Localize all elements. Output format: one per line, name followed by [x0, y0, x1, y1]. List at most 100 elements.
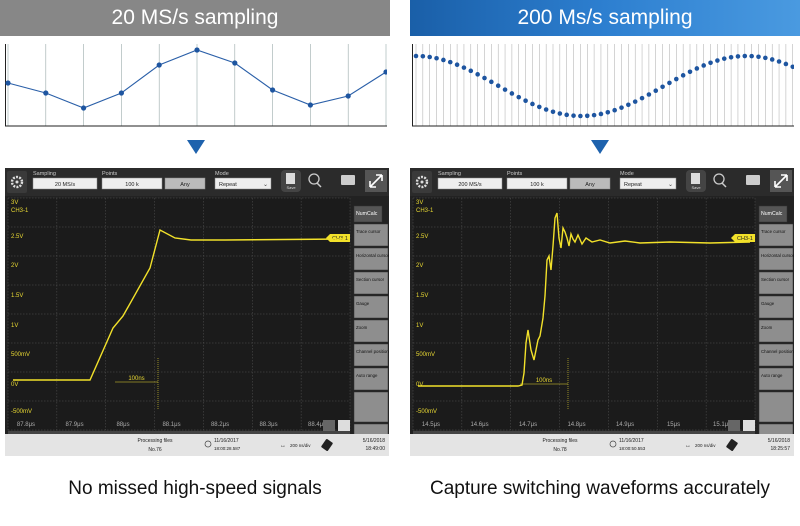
- channel-marker[interactable]: CH3-1: [326, 234, 350, 242]
- menu-button[interactable]: Trace cursor: [758, 223, 794, 247]
- record-date: 11/16/2017: [619, 438, 644, 444]
- menu-button[interactable]: NumCalc: [758, 205, 788, 223]
- sample-point: [598, 111, 604, 117]
- scrollbar[interactable]: [8, 431, 350, 434]
- channel-marker-label: CH3-1: [737, 236, 753, 242]
- menu-button[interactable]: Channel position adjustment: [353, 343, 389, 367]
- sample-point: [632, 99, 638, 104]
- menu-button[interactable]: Gauge: [353, 295, 389, 319]
- points-field[interactable]: [101, 177, 163, 190]
- sample-point: [475, 72, 480, 77]
- any-button[interactable]: [164, 177, 206, 190]
- sample-point: [5, 80, 11, 86]
- mode-select[interactable]: [214, 177, 272, 190]
- channel-label: CH3-1: [11, 208, 29, 214]
- cursor-tool-icon[interactable]: [323, 420, 335, 432]
- folder-button[interactable]: [341, 175, 355, 185]
- menu-button[interactable]: Zoom: [353, 319, 389, 343]
- mode-select[interactable]: [619, 177, 677, 190]
- sample-point: [530, 101, 535, 107]
- sample-point: [118, 90, 124, 96]
- menu-button[interactable]: Section cursor: [353, 271, 389, 295]
- sampling-field[interactable]: [32, 177, 98, 190]
- mode-value: Repeat: [219, 182, 237, 188]
- waveform-trace: [13, 228, 346, 381]
- x-tick-label: 15μs: [667, 422, 680, 428]
- expand-icon: [369, 174, 383, 188]
- expand-button[interactable]: [770, 170, 792, 192]
- sampling-field[interactable]: [437, 177, 503, 190]
- points-label: Points: [102, 171, 118, 177]
- cursor-tool-icon[interactable]: [728, 420, 740, 432]
- sample-point: [307, 102, 313, 108]
- gear-icon[interactable]: [412, 171, 432, 193]
- sample-point: [756, 54, 761, 60]
- x-tick-label: 88.4μs: [308, 422, 326, 428]
- menu-label: Section cursor: [761, 277, 790, 282]
- scrollbar[interactable]: [413, 431, 755, 434]
- menu-button[interactable]: Section cursor: [758, 271, 794, 295]
- sample-point: [653, 88, 659, 93]
- channel-marker[interactable]: CH3-1: [731, 234, 755, 242]
- search-button[interactable]: [713, 173, 727, 188]
- gear-icon[interactable]: [7, 171, 27, 193]
- x-tick-label: 88.2μs: [211, 422, 229, 428]
- expand-button[interactable]: [365, 170, 387, 192]
- sample-point: [232, 60, 238, 66]
- menu-button[interactable]: Trace cursor: [353, 223, 389, 247]
- menu-button[interactable]: Zoom: [758, 319, 794, 343]
- sample-point: [156, 62, 162, 68]
- panel-200ms: 200 Ms/s sampling: [410, 0, 800, 36]
- save-icon: [691, 173, 700, 184]
- oscilloscope-screen-200ms: Sampling 200 MS/s Points 100 k Any Mode Repeat…: [410, 168, 794, 456]
- sample-point: [694, 66, 700, 71]
- menu-label: Gauge: [761, 301, 775, 306]
- y-tick-label: 0V: [416, 382, 423, 388]
- any-button[interactable]: [569, 177, 611, 190]
- menu-button[interactable]: Channel position adjustment: [758, 343, 794, 367]
- down-arrow-icon: [187, 140, 205, 154]
- record-time: 18:00:28.587: [214, 446, 241, 451]
- points-label: Points: [507, 171, 523, 177]
- minimize-icon[interactable]: [743, 420, 755, 432]
- sample-point: [495, 83, 501, 89]
- timebase-icon: ↔: [685, 443, 691, 449]
- menu-button[interactable]: NumCalc: [353, 205, 383, 223]
- y-tick-label: 3V: [416, 200, 423, 206]
- clock-icon: [609, 440, 617, 448]
- menu-button[interactable]: Auto range: [758, 367, 794, 391]
- menu-button[interactable]: Auto range: [353, 367, 389, 391]
- sample-point: [639, 95, 645, 101]
- menu-button[interactable]: Gauge: [758, 295, 794, 319]
- sample-point: [550, 109, 556, 115]
- mode-label: Mode: [620, 171, 634, 177]
- menu-button[interactable]: Horizontal cursor: [353, 247, 389, 271]
- sample-point: [454, 62, 460, 67]
- record-date: 11/16/2017: [214, 438, 239, 444]
- menu-label: Channel position adjustment: [761, 349, 794, 354]
- grid: [412, 197, 756, 431]
- save-button[interactable]: Save: [686, 170, 706, 192]
- sample-point: [43, 90, 49, 96]
- y-tick-label: 1.5V: [11, 293, 23, 299]
- sample-point: [749, 53, 754, 59]
- mode-value: Repeat: [624, 182, 642, 188]
- menu-button[interactable]: Horizontal cursor: [758, 247, 794, 271]
- sample-point: [612, 107, 617, 113]
- any-label: Any: [180, 182, 190, 188]
- sampling-illustration-20ms: [5, 44, 387, 127]
- sample-point: [763, 55, 768, 61]
- sample-point: [591, 112, 597, 118]
- menu-label: Trace cursor: [356, 229, 381, 234]
- y-tick-label: -500mV: [416, 409, 437, 415]
- timebase-value: 200 ns/div: [695, 443, 716, 448]
- chevron-down-icon: ⌄: [263, 182, 268, 188]
- folder-button[interactable]: [746, 175, 760, 185]
- points-field[interactable]: [506, 177, 568, 190]
- minimize-icon[interactable]: [338, 420, 350, 432]
- clock-time: 18:25:57: [771, 446, 791, 452]
- folder-icon: [746, 175, 760, 185]
- search-button[interactable]: [308, 173, 322, 188]
- save-button[interactable]: Save: [281, 170, 301, 192]
- y-tick-label: 1.5V: [416, 293, 428, 299]
